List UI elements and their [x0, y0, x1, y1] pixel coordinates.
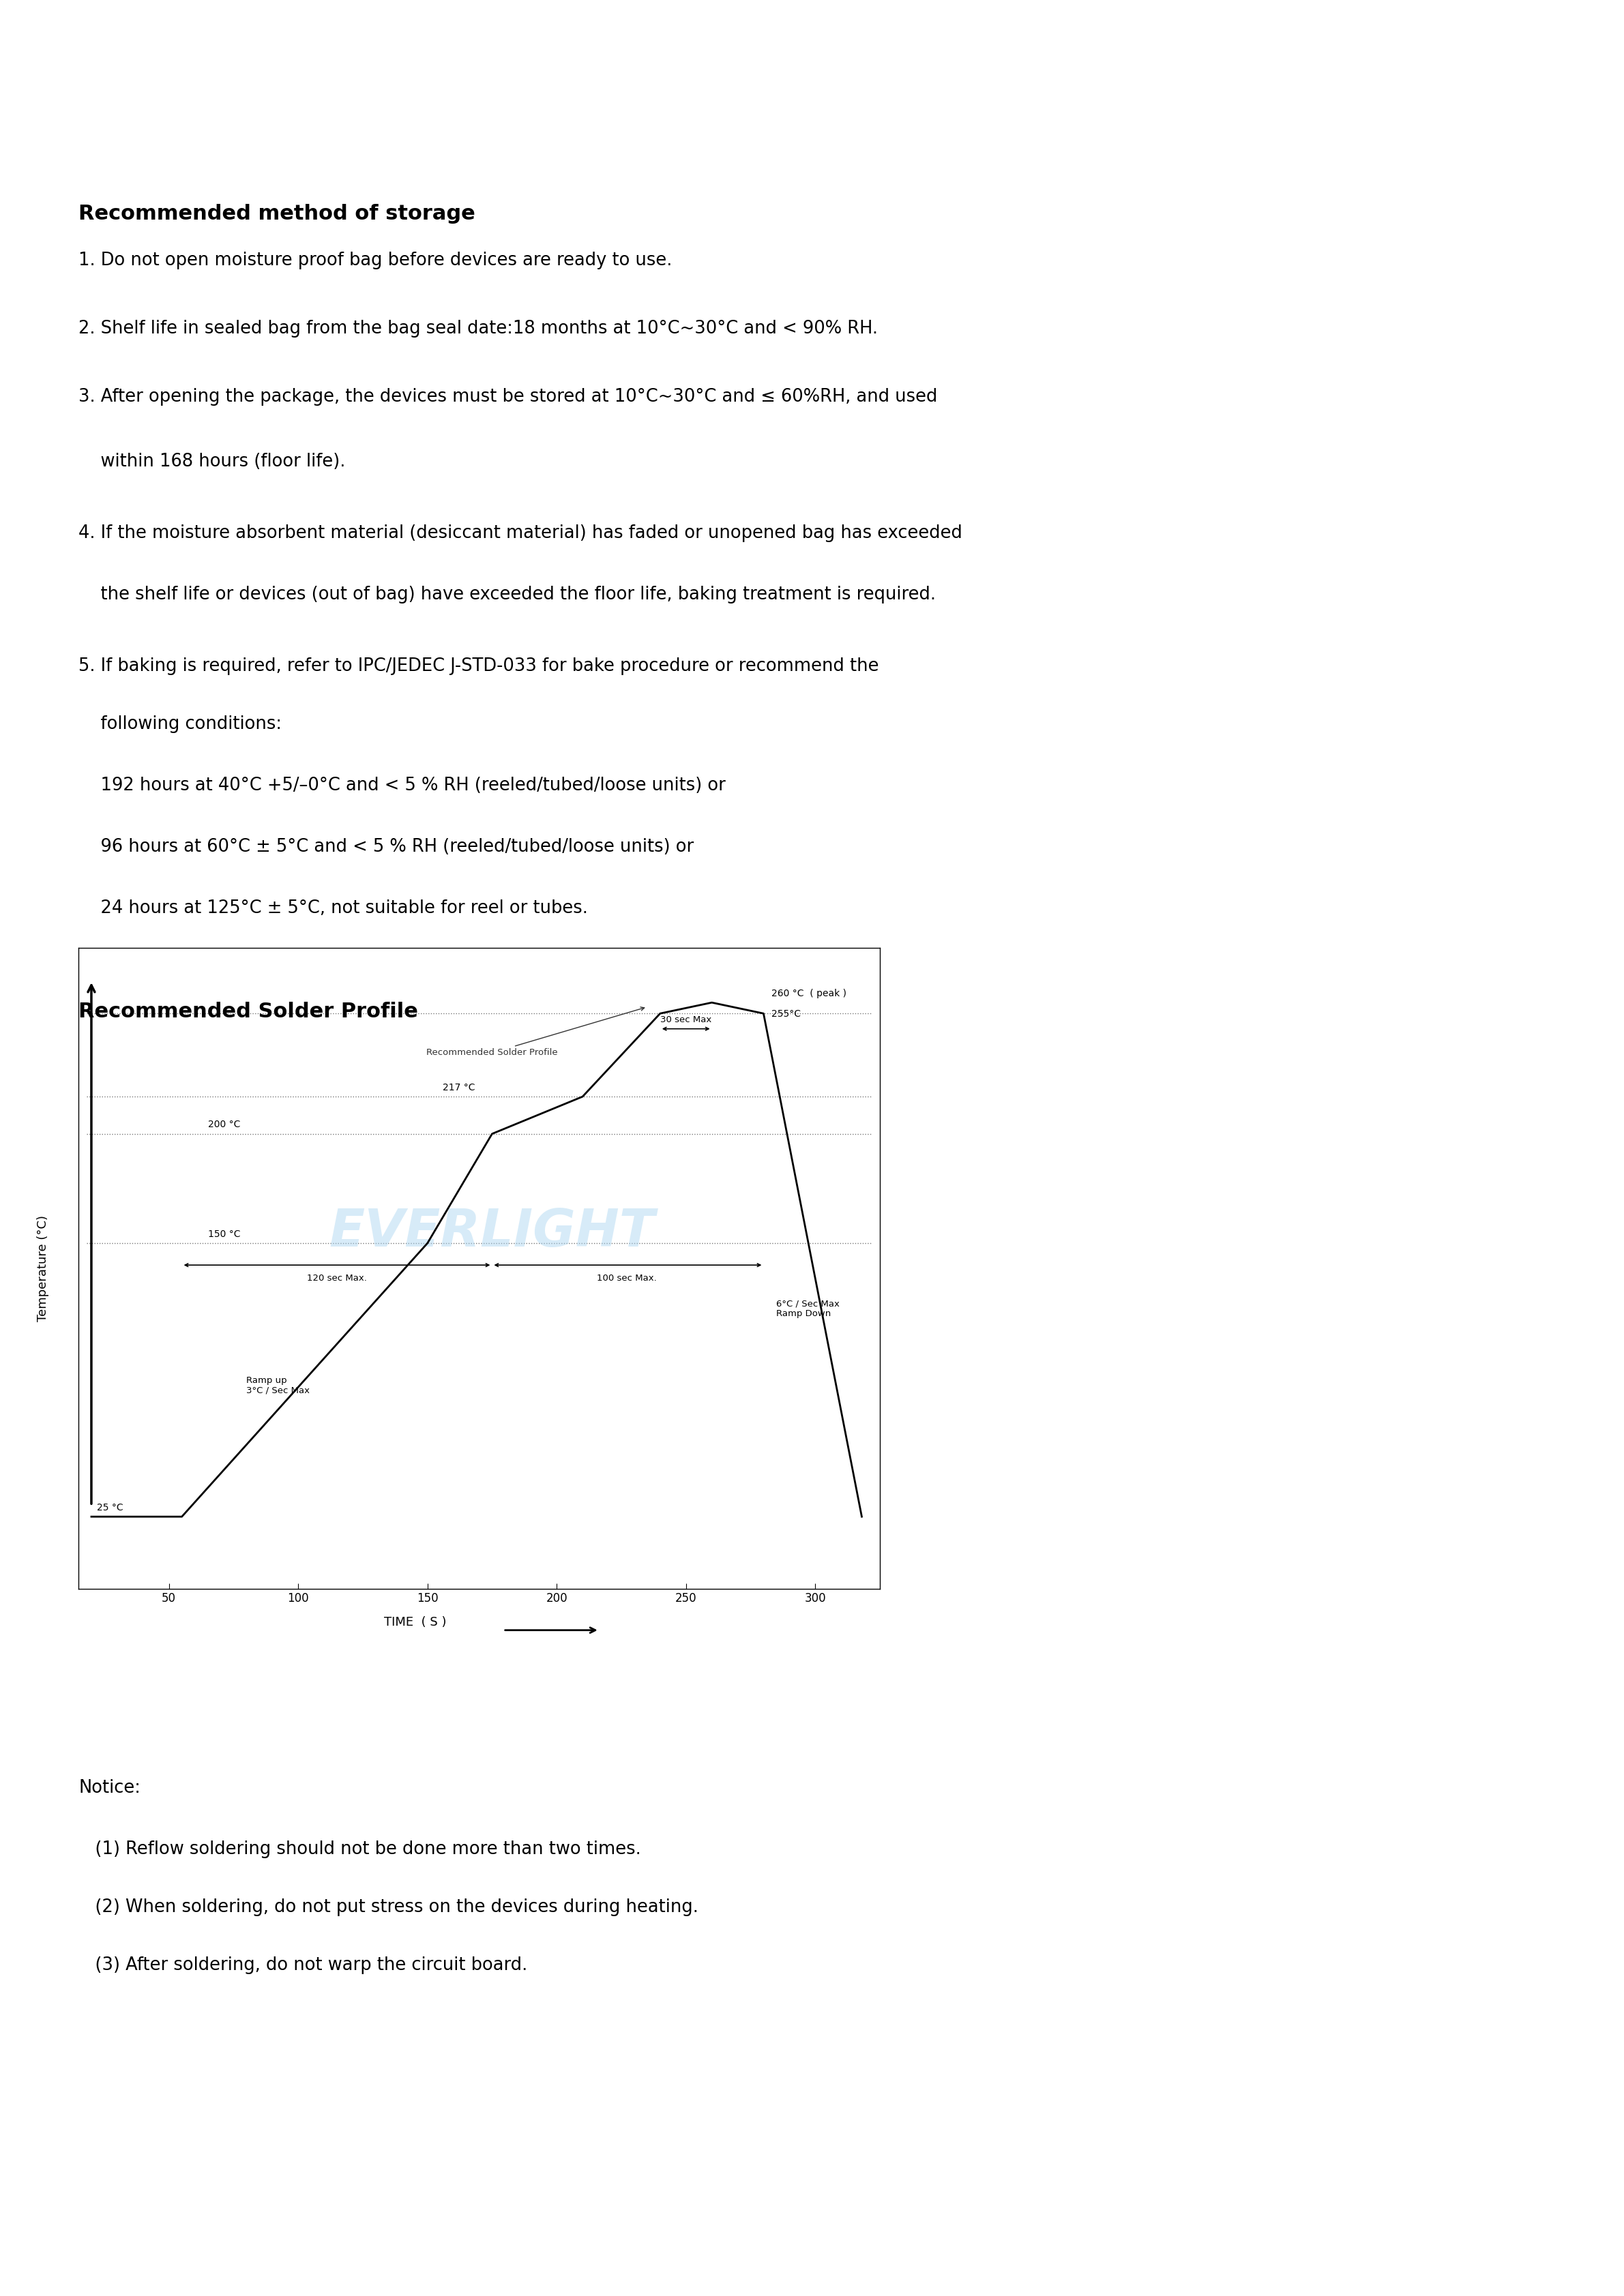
Text: 24 hours at 125°C ± 5°C, not suitable for reel or tubes.: 24 hours at 125°C ± 5°C, not suitable fo…: [78, 900, 588, 916]
Text: 25 °C: 25 °C: [96, 1504, 123, 1513]
Text: 3. After opening the package, the devices must be stored at 10°C~30°C and ≤ 60%R: 3. After opening the package, the device…: [78, 388, 937, 406]
Text: 217 °C: 217 °C: [443, 1084, 476, 1093]
Text: www.everlight.com: www.everlight.com: [1398, 2248, 1583, 2264]
Text: Recommended method of storage: Recommended method of storage: [78, 204, 476, 223]
Text: 150 °C: 150 °C: [208, 1228, 240, 1240]
Text: within 168 hours (floor life).: within 168 hours (floor life).: [78, 452, 346, 471]
Text: 255°C: 255°C: [771, 1010, 801, 1019]
Text: 4. If the moisture absorbent material (desiccant material) has faded or unopened: 4. If the moisture absorbent material (d…: [78, 523, 963, 542]
Text: 96 hours at 60°C ± 5°C and < 5 % RH (reeled/tubed/loose units) or: 96 hours at 60°C ± 5°C and < 5 % RH (ree…: [78, 838, 693, 856]
Text: Ramp up
3°C / Sec Max: Ramp up 3°C / Sec Max: [247, 1375, 310, 1396]
Text: Recommended Solder Profile: Recommended Solder Profile: [427, 1008, 645, 1056]
Text: the shelf life or devices (out of bag) have exceeded the floor life, baking trea: the shelf life or devices (out of bag) h…: [78, 585, 935, 604]
Text: 260 °C  ( peak ): 260 °C ( peak ): [771, 990, 846, 999]
Text: 192 hours at 40°C +5/–0°C and < 5 % RH (reeled/tubed/loose units) or: 192 hours at 40°C +5/–0°C and < 5 % RH (…: [78, 776, 726, 794]
Text: 2. Shelf life in sealed bag from the bag seal date:18 months at 10°C~30°C and < : 2. Shelf life in sealed bag from the bag…: [78, 319, 879, 338]
Text: Notice:: Notice:: [78, 1779, 140, 1795]
Text: 7: 7: [29, 2241, 41, 2252]
Text: Copyright © 2014, Everlight All Rights Reserved. Release Date : 8.7.2018. Issue : Copyright © 2014, Everlight All Rights R…: [89, 2241, 635, 2252]
Text: 5. If baking is required, refer to IPC/JEDEC J-STD-033 for bake procedure or rec: 5. If baking is required, refer to IPC/J…: [78, 657, 879, 675]
Text: Recommended Solder Profile: Recommended Solder Profile: [78, 1001, 417, 1022]
Text: Temperature (°C): Temperature (°C): [37, 1215, 49, 1322]
Text: TIME  ( S ): TIME ( S ): [383, 1616, 447, 1628]
Text: 30 sec Max: 30 sec Max: [661, 1015, 711, 1024]
Text: ALS-PDIC17-51B/L758/TR8: ALS-PDIC17-51B/L758/TR8: [41, 99, 268, 115]
Text: DATASHEET: DATASHEET: [41, 32, 164, 51]
Text: EVERLIGHT: EVERLIGHT: [330, 1208, 654, 1258]
Text: 1. Do not open moisture proof bag before devices are ready to use.: 1. Do not open moisture proof bag before…: [78, 250, 672, 269]
Text: (3) After soldering, do not warp the circuit board.: (3) After soldering, do not warp the cir…: [78, 1956, 528, 1975]
Text: (2) When soldering, do not put stress on the devices during heating.: (2) When soldering, do not put stress on…: [78, 1899, 698, 1915]
Text: 6°C / Sec Max
Ramp Down: 6°C / Sec Max Ramp Down: [776, 1300, 840, 1318]
Text: EVERLIGHT: EVERLIGHT: [1275, 41, 1583, 87]
Text: following conditions:: following conditions:: [78, 714, 281, 732]
Text: 120 sec Max.: 120 sec Max.: [307, 1274, 367, 1283]
Text: (1) Reflow soldering should not be done more than two times.: (1) Reflow soldering should not be done …: [78, 1839, 641, 1857]
Text: Ambient Light Sensor - Surface Mount: Ambient Light Sensor - Surface Mount: [41, 64, 365, 80]
Text: 100 sec Max.: 100 sec Max.: [596, 1274, 656, 1283]
Text: 200 °C: 200 °C: [208, 1120, 240, 1130]
